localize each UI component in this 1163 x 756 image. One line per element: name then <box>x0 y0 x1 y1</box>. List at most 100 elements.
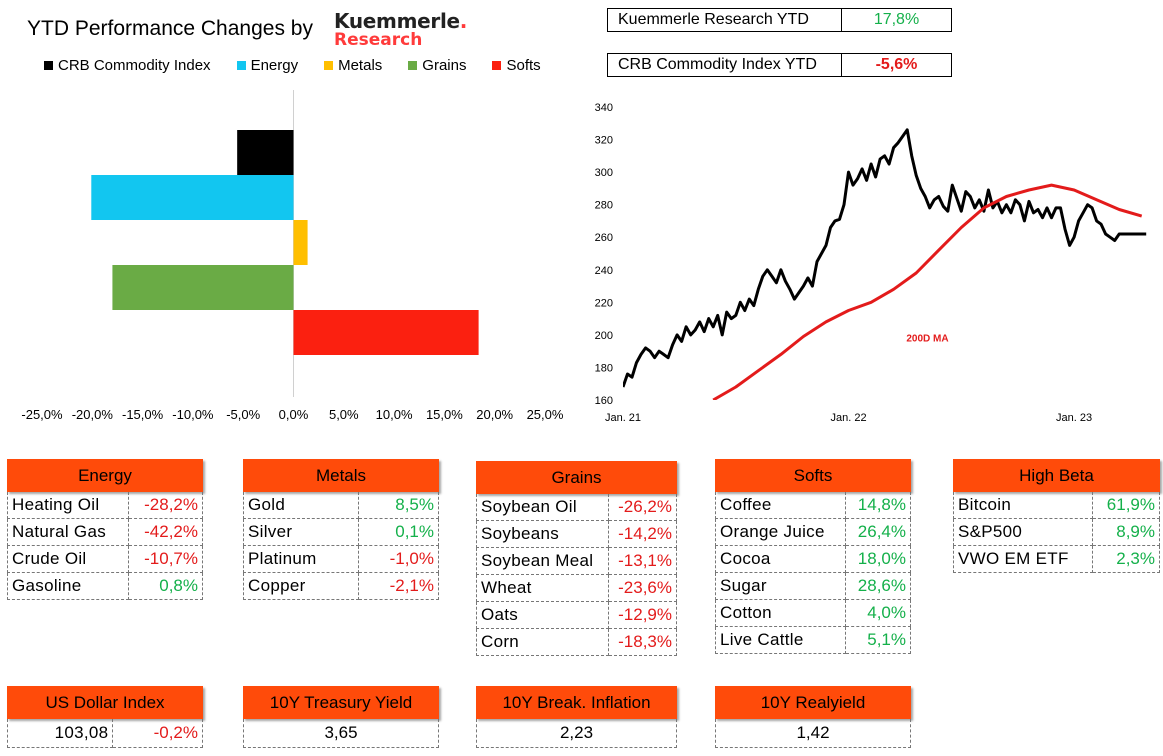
y-tick-label: 240 <box>595 265 613 277</box>
y-tick-label: 180 <box>595 362 613 374</box>
table-row: Soybean Oil -26,2% <box>476 494 678 521</box>
y-tick-label: 320 <box>595 135 613 147</box>
row-value: 5,1% <box>845 626 912 654</box>
legend-label: Energy <box>250 57 299 74</box>
y-tick-label: 280 <box>595 200 613 212</box>
row-value: 4,0% <box>845 599 912 627</box>
row-value: 2,3% <box>1092 545 1160 573</box>
row-name: Copper <box>242 572 360 600</box>
legend-swatch <box>44 61 53 70</box>
row-name: Crude Oil <box>6 545 130 573</box>
row-value: 28,6% <box>845 572 912 600</box>
bar-crb-commodity-index <box>237 130 294 175</box>
x-tick-label: -5,0% <box>226 407 260 422</box>
row-change: -0,2% <box>112 719 203 748</box>
bar-chart: -25,0% -20,0% -15,0% -10,0% -5,0% 0,0% 5,0% 10,… <box>21 90 564 422</box>
ytd-label: Kuemmerle Research YTD <box>608 9 842 31</box>
row-value: 1,42 <box>715 719 911 748</box>
row-name: Soybean Oil <box>476 494 609 521</box>
panel-table: Coffee 14,8% Orange Juice 26,4% Cocoa 18,0%… <box>715 492 912 654</box>
row-value: -14,2% <box>608 520 678 548</box>
row-name: Gold <box>242 492 360 519</box>
series-line-crb-commodity-index <box>623 128 1147 388</box>
bar-energy <box>91 175 294 220</box>
row-name: Silver <box>242 518 360 546</box>
panel-energy: Energy Heating Oil -28,2% Natural Gas -42,… <box>6 459 203 600</box>
y-tick-label: 220 <box>595 297 613 309</box>
panel-high-beta: High Beta Bitcoin 61,9% S&P500 8,9% VWO EM… <box>952 459 1160 573</box>
panel-10y-treasury-yield: 10Y Treasury Yield 3,65 <box>243 686 439 748</box>
row-name: Gasoline <box>6 572 130 600</box>
x-tick-label: Jan. 23 <box>1056 412 1092 424</box>
x-tick-label: -20,0% <box>72 407 114 422</box>
x-tick-label: 0,0% <box>279 407 309 422</box>
x-tick-label: 15,0% <box>426 407 463 422</box>
row-value: 61,9% <box>1092 492 1160 519</box>
y-tick-label: 340 <box>595 102 613 114</box>
panel-table: Gold 8,5% Silver 0,1% Platinum -1,0% Copper… <box>242 492 439 600</box>
table-row: 103,08 -0,2% <box>6 719 203 748</box>
panel-header: Softs <box>715 459 911 492</box>
legend-item-energy: Energy <box>236 57 299 74</box>
row-name: Cotton <box>715 599 846 627</box>
row-name: S&P500 <box>952 518 1094 546</box>
row-name: Bitcoin <box>952 492 1094 519</box>
row-value: 103,08 <box>6 719 114 748</box>
y-tick-label: 200 <box>595 330 613 342</box>
panel-metals: Metals Gold 8,5% Silver 0,1% Platinum -1,0%… <box>242 459 439 600</box>
y-tick-label: 300 <box>595 167 613 179</box>
table-row: Corn -18,3% <box>476 628 678 656</box>
ytd-value: -5,6% <box>875 56 918 73</box>
row-name: VWO EM ETF <box>952 545 1094 573</box>
table-row: Natural Gas -42,2% <box>6 518 203 546</box>
row-value: 3,65 <box>243 719 439 748</box>
x-tick-label: 20,0% <box>476 407 513 422</box>
table-row: Platinum -1,0% <box>242 545 439 573</box>
row-name: Orange Juice <box>715 518 846 546</box>
table-row: Live Cattle 5,1% <box>715 626 912 654</box>
y-tick-label: 160 <box>595 395 613 407</box>
row-value: 8,9% <box>1092 518 1160 546</box>
panel-grains: Grains Soybean Oil -26,2% Soybeans -14,2% … <box>476 461 678 656</box>
bar-grains <box>112 265 294 310</box>
legend-swatch <box>492 61 502 70</box>
x-tick-label: 5,0% <box>329 407 359 422</box>
table-row: VWO EM ETF 2,3% <box>952 545 1160 573</box>
panel-us-dollar-index: US Dollar Index 103,08 -0,2% <box>6 686 203 748</box>
table-row: Wheat -23,6% <box>476 574 678 602</box>
panel-header: Metals <box>243 459 439 492</box>
chart-legend: CRB Commodity Index Energy Metals Grains… <box>44 57 567 74</box>
row-value: -2,1% <box>358 572 439 600</box>
table-row: Soybean Meal -13,1% <box>476 547 678 575</box>
row-name: Oats <box>476 601 609 629</box>
line-chart: 160 180 200 220 240 260 280 300 320 340 Jan. 21 Jan… <box>595 102 1147 424</box>
x-tick-label: -25,0% <box>21 407 63 422</box>
row-value: 18,0% <box>845 545 912 573</box>
logo-line1: Kuemmerle <box>334 9 460 33</box>
brand-logo: Kuemmerle. Research <box>334 9 468 50</box>
x-tick-label: Jan. 21 <box>605 412 641 424</box>
ytd-value: 17,8% <box>873 11 920 28</box>
legend-item-crb: CRB Commodity Index <box>44 57 211 74</box>
table-row: Gold 8,5% <box>242 492 439 519</box>
panel-header: 10Y Treasury Yield <box>243 686 439 719</box>
legend-label: Metals <box>338 57 383 74</box>
table-row: Gasoline 0,8% <box>6 572 203 600</box>
panel-header: Grains <box>476 461 677 494</box>
table-row: Crude Oil -10,7% <box>6 545 203 573</box>
panel-table: Heating Oil -28,2% Natural Gas -42,2% Crud… <box>6 492 203 600</box>
row-name: Platinum <box>242 545 360 573</box>
panel-table: Soybean Oil -26,2% Soybeans -14,2% Soybean… <box>476 494 678 656</box>
logo-dot: . <box>459 9 468 33</box>
panel-header: High Beta <box>953 459 1160 492</box>
series-line-200d-ma <box>712 183 1143 400</box>
panel-header: 10Y Realyield <box>715 686 911 719</box>
row-value: 14,8% <box>845 492 912 519</box>
table-row: Soybeans -14,2% <box>476 520 678 548</box>
row-name: Natural Gas <box>6 518 130 546</box>
table-row: Bitcoin 61,9% <box>952 492 1160 519</box>
legend-label: CRB Commodity Index <box>58 57 211 74</box>
x-tick-label: 10,0% <box>376 407 413 422</box>
ytd-box-kuemmerle: Kuemmerle Research YTD 17,8% <box>607 8 952 32</box>
row-name: Heating Oil <box>6 492 130 519</box>
